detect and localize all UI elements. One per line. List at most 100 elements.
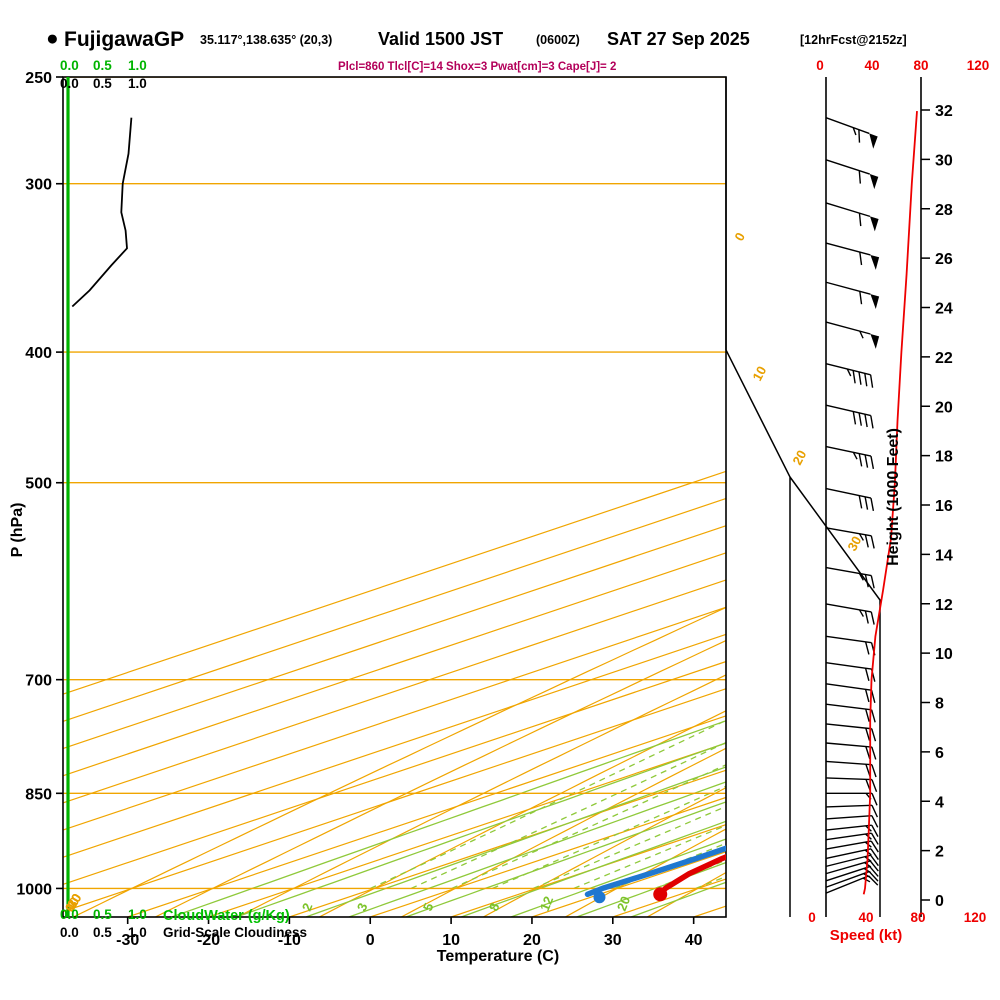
temperature-tick-30: 30	[604, 932, 622, 949]
pressure-tick-700: 700	[25, 673, 52, 690]
cloudwater-tick-b2: 1.0	[128, 907, 147, 922]
pressure-axis-label: P (hPa)	[9, 503, 26, 558]
wind-barb	[825, 404, 874, 429]
wind-barb	[825, 832, 879, 845]
height-tick-4: 4	[935, 794, 944, 811]
wind-barb	[825, 777, 878, 792]
valid-time: Valid 1500 JST	[378, 29, 503, 49]
wind-barb	[825, 824, 879, 837]
pressure-tick-500: 500	[25, 476, 52, 493]
wind-panel-envelope	[725, 77, 881, 917]
temperature-tick--30: -30	[116, 932, 139, 949]
cloudwater-tick-b0: 0.0	[60, 907, 79, 922]
dry-adiabat-label-2: 20	[789, 448, 809, 468]
wind-barb	[825, 662, 876, 682]
cloudwater-scale: 0.0 0.5 1.0 0.0 0.5 1.0 CloudWater (g/Kg…	[60, 58, 290, 924]
height-tick-14: 14	[935, 547, 953, 564]
temperature-axis-label: Temperature (C)	[437, 948, 559, 965]
height-tick-18: 18	[935, 449, 953, 466]
cloudiness-tick-b0: 0.0	[60, 925, 79, 940]
cloudiness-axis-label: Grid-Scale Cloudiness	[163, 925, 307, 940]
wind-barb	[825, 723, 877, 742]
station-coords: 35.117°,138.635° (20,3)	[200, 33, 332, 47]
wind-barb	[825, 760, 877, 778]
plot-background	[63, 77, 726, 917]
wind-barb	[825, 566, 875, 589]
mixing-ratio-label-4: 12	[537, 894, 556, 913]
temperature-tick--20: -20	[197, 932, 220, 949]
pressure-axis: 250 300 400 500 700 850 1000	[16, 70, 63, 898]
speed-tick-top-0: 0	[816, 58, 824, 73]
height-tick-10: 10	[935, 646, 953, 663]
pressure-tick-400: 400	[25, 345, 52, 362]
wind-barb	[825, 683, 876, 703]
wind-barb	[825, 870, 879, 888]
forecast-info: [12hrFcst@2152z]	[800, 33, 907, 47]
speed-tick-top-120: 120	[967, 58, 990, 73]
wind-barb	[825, 703, 876, 723]
temperature-tick-40: 40	[685, 932, 703, 949]
dry-adiabat-label-1: 10	[749, 364, 769, 384]
speed-tick-bot-0: 0	[808, 910, 816, 925]
height-tick-12: 12	[935, 597, 953, 614]
height-tick-8: 8	[935, 696, 944, 713]
isobar-lines	[63, 77, 726, 890]
wind-barb	[825, 603, 875, 625]
speed-tick-top-40: 40	[864, 58, 879, 73]
wind-barb	[825, 202, 879, 232]
sounding-parameters: Plcl=860 Tlcl[C]=14 Shox=3 Pwat[cm]=3 Ca…	[338, 61, 616, 73]
pressure-tick-850: 850	[25, 786, 52, 803]
height-tick-22: 22	[935, 350, 953, 367]
valid-time-utc: (0600Z)	[536, 33, 580, 47]
cloudwater-tick-b1: 0.5	[93, 907, 112, 922]
station-bullet-icon: ●	[46, 27, 59, 50]
wind-barb	[825, 840, 879, 853]
height-tick-6: 6	[935, 745, 944, 762]
speed-tick-top-80: 80	[913, 58, 928, 73]
cloudwater-tick-1: 0.5	[93, 58, 112, 73]
temperature-tick-0: 0	[366, 932, 375, 949]
height-tick-30: 30	[935, 152, 953, 169]
cloudiness-tick-b2: 1.0	[128, 925, 147, 940]
cloudwater-axis-label: CloudWater (g/Kg)	[163, 908, 290, 924]
dry-adiabat-label-3: 30	[844, 534, 864, 554]
wind-speed-curve	[862, 111, 918, 895]
speed-tick-bot-80: 80	[910, 910, 925, 925]
temperature-tick--10: -10	[278, 932, 301, 949]
wind-barb	[825, 487, 875, 512]
cloudwater-tick-2: 1.0	[128, 58, 147, 73]
wind-barbs	[825, 117, 880, 894]
wind-barb	[825, 742, 877, 760]
wind-barb	[825, 804, 879, 818]
temperature-axis: -30 -20 -10 0 10 20 30 40	[116, 917, 703, 949]
mixing-ratio-labels: 2 3 5 8 12 20	[299, 894, 633, 913]
cloudiness-tick-0: 0.0	[60, 76, 79, 91]
pressure-tick-1000: 1000	[16, 881, 52, 898]
mixing-ratio-lines	[171, 720, 726, 917]
cloudiness-tick-b1: 0.5	[93, 925, 112, 940]
height-tick-16: 16	[935, 498, 953, 515]
isotherm-label-0: 10	[62, 894, 82, 914]
mixing-ratio-label-5: 20	[614, 894, 633, 913]
height-axis-label: Height (1000 Feet)	[885, 428, 902, 566]
wind-barb	[825, 363, 874, 388]
cloudiness-curve	[71, 117, 133, 308]
speed-tick-bot-40: 40	[858, 910, 873, 925]
wind-barb	[825, 527, 875, 549]
temperature-tick-20: 20	[523, 932, 541, 949]
wind-barb	[825, 159, 879, 190]
cloudiness-scale: 0.0 0.5 1.0 0.0 0.5 1.0 Grid-Scale Cloud…	[60, 76, 307, 940]
height-tick-32: 32	[935, 103, 953, 120]
dewpoint-surface-marker	[593, 891, 606, 904]
height-tick-26: 26	[935, 251, 953, 268]
cloudwater-tick-0: 0.0	[60, 58, 79, 73]
wind-barb	[825, 281, 880, 310]
temperature-surface-marker	[653, 887, 668, 902]
header: ● FujigawaGP 35.117°,138.635° (20,3) Val…	[46, 27, 907, 73]
isotherm-lines	[63, 470, 726, 917]
wind-barb	[825, 815, 879, 828]
